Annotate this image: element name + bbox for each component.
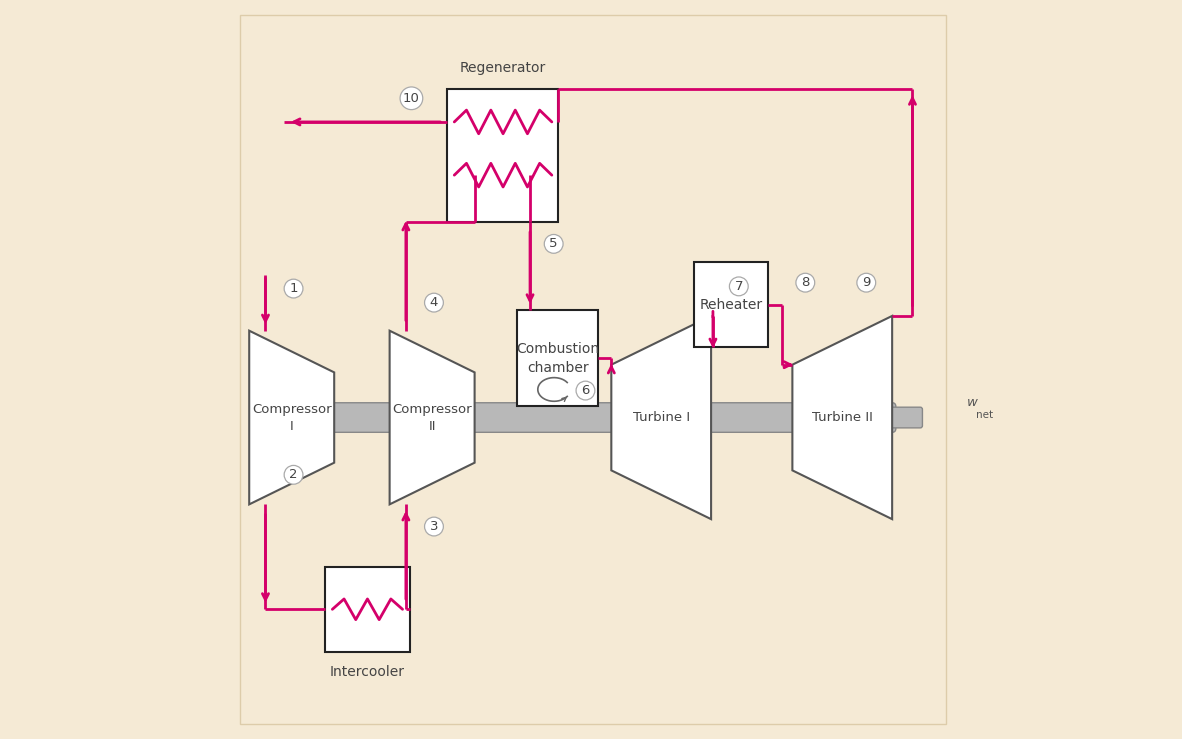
FancyBboxPatch shape <box>331 403 896 432</box>
Text: 6: 6 <box>582 384 590 397</box>
Text: Combustion
chamber: Combustion chamber <box>517 342 599 375</box>
Text: Turbine II: Turbine II <box>812 411 872 424</box>
Text: Compressor
I: Compressor I <box>252 403 331 432</box>
Polygon shape <box>390 330 475 504</box>
Text: Compressor
II: Compressor II <box>392 403 472 432</box>
Text: Regenerator: Regenerator <box>459 61 545 75</box>
Text: 1: 1 <box>290 282 298 295</box>
Bar <box>695 262 768 347</box>
Text: 7: 7 <box>734 280 743 293</box>
Polygon shape <box>611 316 712 519</box>
Text: 8: 8 <box>801 276 810 289</box>
Text: net: net <box>976 409 994 420</box>
Text: 10: 10 <box>403 92 420 105</box>
Text: 4: 4 <box>430 296 439 309</box>
FancyBboxPatch shape <box>890 407 922 428</box>
Text: 9: 9 <box>862 276 870 289</box>
Text: 3: 3 <box>430 520 439 533</box>
Bar <box>325 567 410 652</box>
Text: 5: 5 <box>550 237 558 251</box>
Text: $w$: $w$ <box>966 395 979 409</box>
Bar <box>447 89 558 222</box>
Polygon shape <box>792 316 892 519</box>
Polygon shape <box>249 330 335 504</box>
Text: 2: 2 <box>290 469 298 481</box>
Bar <box>517 310 598 406</box>
Text: Turbine I: Turbine I <box>632 411 690 424</box>
Text: Intercooler: Intercooler <box>330 665 405 679</box>
Text: Reheater: Reheater <box>700 298 762 312</box>
